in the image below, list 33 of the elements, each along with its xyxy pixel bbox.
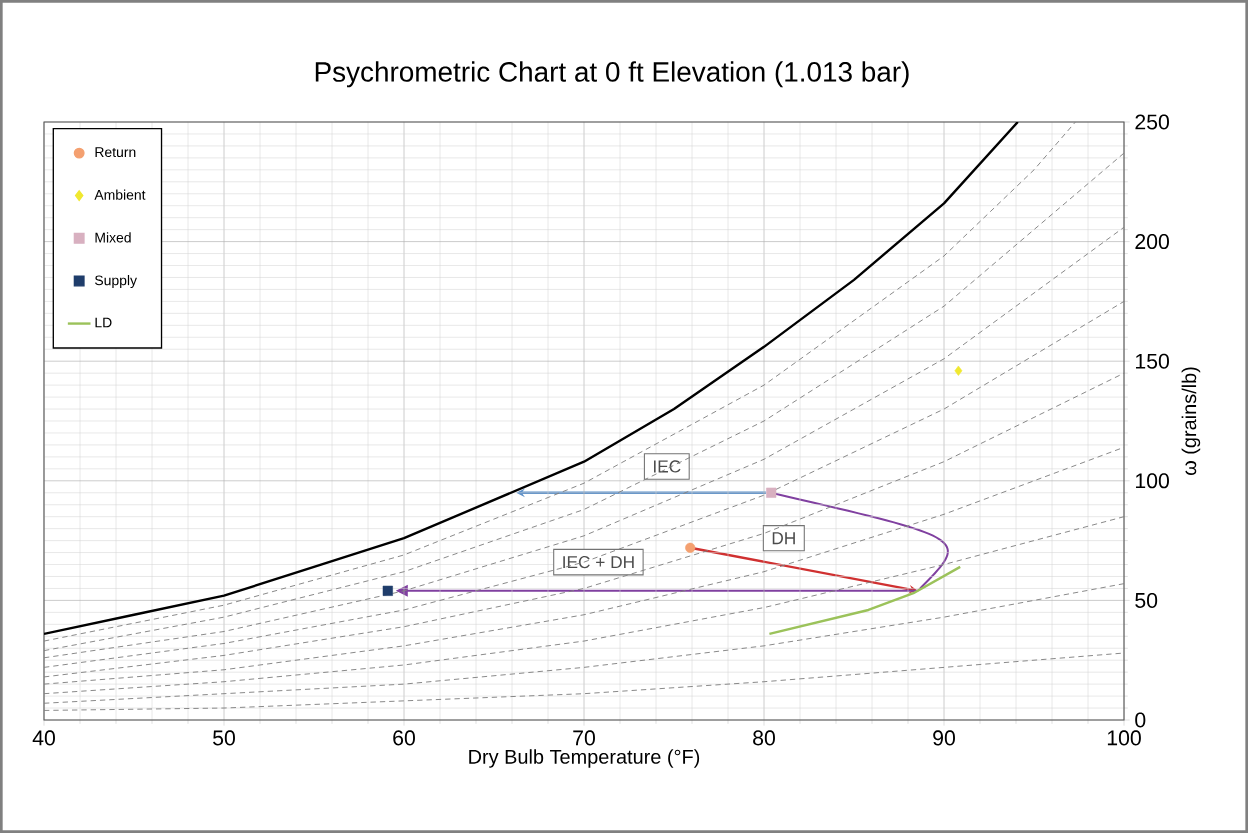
legend-label: Supply [95,275,137,289]
y-tick-label: 250 [1135,114,1169,130]
x-tick-label: 90 [933,730,955,746]
x-tick-label: 60 [393,730,415,746]
y-axis-title: ω (grains/lb) [1181,367,1201,476]
annotation: IEC + DH [563,556,634,569]
legend-label: Return [95,147,136,158]
legend-label: Ambient [94,189,146,200]
y-tick-label: 150 [1136,353,1169,369]
line-series [44,446,1125,685]
x-tick-label: 100 [1107,730,1141,746]
legend-label: LD [95,317,112,328]
point [685,542,696,553]
line-series [768,565,962,636]
x-tick-label: 70 [573,730,595,746]
y-tick-label: 0 [1135,712,1146,728]
x-axis-title: Dry Bulb Temperature (°F) [469,749,700,768]
chart-title: Psychrometric Chart at 0 ft Elevation (1.013 bar) [315,61,909,88]
point [954,365,963,376]
line-series [44,226,1125,659]
x-tick-label: 50 [213,730,235,746]
annotation: IEC [654,460,681,473]
y-tick-label: 50 [1135,592,1158,608]
line-series [44,516,1125,695]
line-series [44,583,1125,704]
annotation: DH [772,532,795,545]
x-tick-label: 80 [753,730,775,746]
legend-label: Mixed [95,232,131,243]
point [382,585,393,596]
y-tick-label: 200 [1135,234,1169,250]
y-tick-label: 100 [1136,473,1169,489]
x-tick-label: 40 [32,730,55,746]
point [766,487,777,498]
